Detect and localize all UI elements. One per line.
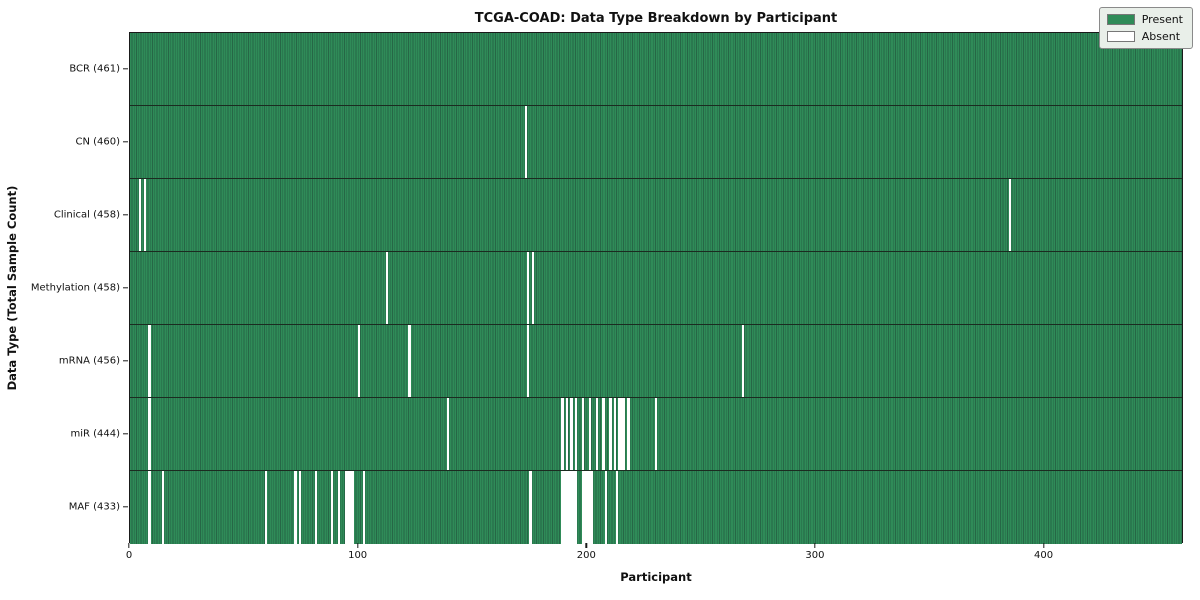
x-tick-mark (128, 543, 130, 548)
absent-bar (574, 471, 578, 544)
y-tick-mark (123, 67, 128, 70)
absent-bar (570, 398, 573, 470)
x-tick-label-400: 400 (1033, 550, 1054, 561)
absent-bar (581, 471, 585, 544)
y-tick-mark (123, 432, 128, 435)
heatmap-row-miR (130, 398, 1182, 471)
absent-bar (294, 471, 297, 544)
legend: Present Absent (1098, 7, 1193, 49)
x-tick-mark (585, 543, 587, 548)
absent-bar (561, 471, 564, 544)
absent-bar (654, 398, 658, 470)
x-tick-label-200: 200 (576, 550, 596, 561)
absent-bar (358, 325, 361, 397)
y-tick-label-miR: miR (444) (70, 428, 120, 439)
absent-bar (602, 398, 605, 470)
absent-bar (586, 471, 589, 544)
absent-bar (741, 325, 744, 397)
absent-bar (561, 398, 564, 470)
absent-bar (616, 471, 619, 544)
absent-bar (148, 398, 151, 470)
y-tick-mark (123, 140, 128, 143)
absent-bar (595, 398, 598, 470)
absent-bar (264, 471, 267, 544)
absent-bar (314, 471, 318, 544)
absent-bar (529, 471, 532, 544)
absent-bar (620, 398, 623, 470)
absent-bar (351, 471, 354, 544)
absent-bar (148, 325, 151, 397)
heatmap-row-MAF (130, 471, 1182, 544)
absent-bar (346, 471, 350, 544)
x-tick-mark (1042, 543, 1045, 548)
absent-bar (572, 471, 575, 544)
y-tick-mark (123, 213, 128, 216)
legend-label-absent: Absent (1141, 30, 1181, 43)
absent-bar (531, 252, 534, 324)
x-axis-title: Participant (620, 570, 692, 584)
legend-label-present: Present (1141, 13, 1183, 26)
absent-bar (298, 471, 302, 544)
absent-bar (588, 398, 591, 470)
absent-bar (613, 398, 617, 470)
present-swatch-icon (1106, 14, 1135, 25)
heatmap-row-CN (130, 106, 1182, 179)
absent-bar (563, 471, 566, 544)
y-tick-label-mRNA: mRNA (456) (58, 355, 120, 366)
heatmap-row-Clinical (130, 179, 1182, 252)
y-tick-label-BCR: BCR (461) (69, 63, 120, 74)
absent-bar (1008, 179, 1011, 251)
absent-swatch-icon (1106, 31, 1135, 42)
x-tick-label-300: 300 (805, 550, 825, 561)
heatmap-row-mRNA (130, 325, 1182, 398)
absent-bar (627, 398, 630, 470)
absent-bar (527, 325, 530, 397)
y-tick-label-CN: CN (460) (75, 136, 120, 147)
absent-bar (584, 471, 587, 544)
absent-bar (527, 252, 530, 324)
absent-bar (447, 398, 450, 470)
y-tick-label-Methylation: Methylation (458) (30, 282, 120, 293)
absent-bar (337, 471, 340, 544)
y-tick-label-MAF: MAF (433) (68, 501, 120, 512)
heatmap-row-Methylation (130, 252, 1182, 325)
absent-bar (565, 471, 569, 544)
absent-bar (362, 471, 366, 544)
absent-bar (408, 325, 411, 397)
x-tick-label-0: 0 (125, 550, 133, 561)
y-tick-mark (123, 359, 128, 362)
x-tick-mark (814, 543, 816, 548)
x-tick-mark (356, 543, 359, 548)
y-tick-label-Clinical: Clinical (458) (53, 209, 120, 220)
absent-bar (568, 471, 571, 544)
absent-bar (588, 471, 591, 544)
absent-bar (590, 471, 594, 544)
chart-title: TCGA-COAD: Data Type Breakdown by Partic… (474, 11, 838, 26)
absent-bar (581, 398, 585, 470)
absent-bar (574, 398, 578, 470)
legend-item-present: Present (1106, 13, 1183, 26)
absent-bar (618, 398, 621, 470)
x-tick-label-100: 100 (348, 550, 368, 561)
heatmap-row-BCR (130, 33, 1182, 106)
absent-bar (565, 398, 569, 470)
absent-bar (570, 471, 573, 544)
heatmap-plot-area (129, 32, 1183, 544)
absent-bar (143, 179, 146, 251)
absent-bar (622, 398, 626, 470)
absent-bar (330, 471, 334, 544)
absent-bar (139, 179, 142, 251)
absent-bar (604, 471, 607, 544)
absent-bar (344, 471, 347, 544)
absent-bar (161, 471, 165, 544)
absent-bar (349, 471, 352, 544)
legend-item-absent: Absent (1106, 30, 1183, 43)
absent-bar (385, 252, 388, 324)
absent-bar (148, 471, 151, 544)
y-tick-mark (123, 505, 128, 508)
y-tick-mark (123, 286, 128, 289)
absent-bar (609, 398, 612, 470)
absent-bar (524, 106, 528, 178)
